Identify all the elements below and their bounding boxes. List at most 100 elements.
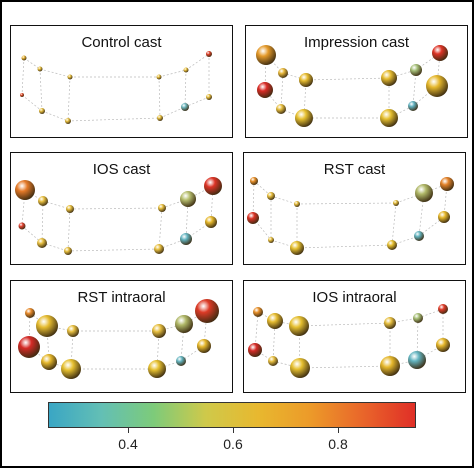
panel-ios-intraoral: IOS intraoral — [243, 280, 466, 393]
connector-line — [67, 117, 161, 122]
landmark-sphere — [426, 75, 448, 97]
landmark-sphere — [408, 351, 426, 369]
landmark-sphere — [41, 354, 57, 370]
colorbar-tick-label: 0.6 — [223, 436, 243, 452]
panel-title: Impression cast — [303, 34, 410, 51]
connector-line — [418, 216, 445, 237]
landmark-sphere — [380, 356, 400, 376]
landmark-sphere — [267, 313, 283, 329]
landmark-sphere — [37, 238, 47, 248]
landmark-sphere — [183, 67, 189, 73]
sphere-plot — [18, 299, 219, 379]
connector-line — [21, 94, 43, 112]
panel-title: RST intraoral — [77, 289, 166, 306]
panel-ios-cast: IOS cast — [10, 152, 233, 265]
landmark-sphere — [290, 358, 310, 378]
landmark-sphere — [410, 64, 422, 76]
panel-control-cast: Control cast — [10, 25, 233, 138]
landmark-sphere — [268, 237, 274, 243]
landmark-sphere — [21, 55, 27, 61]
connector-line — [391, 202, 397, 246]
connector-line — [305, 77, 390, 81]
connector-line — [270, 239, 298, 249]
landmark-sphere — [289, 316, 309, 336]
landmark-sphere — [247, 212, 259, 224]
landmark-sphere — [66, 205, 74, 213]
landmark-sphere — [176, 356, 186, 366]
connector-line — [296, 202, 397, 205]
landmark-sphere — [436, 338, 450, 352]
connector-line — [280, 72, 284, 110]
landmark-sphere — [175, 315, 193, 333]
landmark-sphere — [36, 315, 58, 337]
landmark-sphere — [18, 222, 26, 230]
landmark-sphere — [61, 359, 81, 379]
connector-line — [41, 110, 69, 122]
landmark-sphere — [413, 313, 423, 323]
connector-line — [159, 106, 186, 119]
connector-line — [41, 200, 44, 244]
landmark-sphere — [148, 360, 166, 378]
landmark-sphere — [25, 308, 35, 318]
colorbar-tick-label: 0.4 — [118, 436, 138, 452]
sphere-plot — [248, 304, 450, 378]
landmark-sphere — [152, 324, 166, 338]
landmark-sphere — [380, 109, 398, 127]
landmark-sphere — [276, 104, 286, 114]
landmark-sphere — [415, 184, 433, 202]
sphere-plot — [15, 177, 222, 255]
panel-impression-cast: Impression cast — [245, 25, 468, 138]
connector-line — [270, 195, 298, 205]
landmark-sphere — [393, 200, 399, 206]
connector-line — [158, 69, 187, 78]
panel-rst-cast: RST cast — [243, 152, 466, 265]
landmark-sphere — [384, 317, 396, 329]
landmark-sphere — [387, 240, 397, 250]
landmark-sphere — [248, 343, 262, 357]
panel-rst-intraoral: RST intraoral — [10, 280, 233, 393]
colorbar — [48, 402, 416, 428]
connector-line — [184, 96, 210, 108]
connector-line — [39, 68, 43, 112]
connector-line — [416, 317, 419, 361]
panel-title: IOS intraoral — [312, 289, 397, 306]
colorbar-tick-mark — [128, 428, 129, 433]
landmark-sphere — [295, 109, 313, 127]
landmark-sphere — [181, 103, 189, 111]
landmark-sphere — [180, 191, 196, 207]
landmark-sphere — [414, 231, 424, 241]
colorbar-tick-mark — [338, 428, 339, 433]
landmark-sphere — [206, 94, 212, 100]
landmark-sphere — [267, 192, 275, 200]
connector-line — [158, 207, 163, 250]
connector-line — [185, 53, 210, 71]
landmark-sphere — [18, 336, 40, 358]
landmark-sphere — [440, 177, 454, 191]
connector-line — [23, 57, 41, 70]
landmark-sphere — [438, 211, 450, 223]
landmark-sphere — [158, 204, 166, 212]
landmark-sphere — [205, 216, 217, 228]
connector-line — [67, 208, 71, 252]
sphere-plot — [256, 45, 448, 127]
connector-line — [158, 76, 161, 119]
landmark-sphere — [438, 304, 448, 314]
landmark-sphere — [253, 307, 263, 317]
landmark-sphere — [294, 201, 300, 207]
connector-line — [298, 322, 391, 327]
panel-title: RST cast — [323, 161, 386, 178]
connector-line — [161, 198, 189, 209]
landmark-sphere — [197, 339, 211, 353]
landmark-sphere — [206, 51, 212, 57]
connector-line — [184, 69, 187, 108]
landmark-sphere — [38, 196, 48, 206]
landmark-sphere — [65, 118, 71, 124]
landmark-sphere — [195, 299, 219, 323]
connector-line — [21, 57, 25, 96]
colorbar-tick-label: 0.8 — [328, 436, 348, 452]
landmark-sphere — [381, 70, 397, 86]
landmark-sphere — [408, 101, 418, 111]
connector-line — [299, 365, 391, 369]
landmark-sphere — [15, 180, 35, 200]
